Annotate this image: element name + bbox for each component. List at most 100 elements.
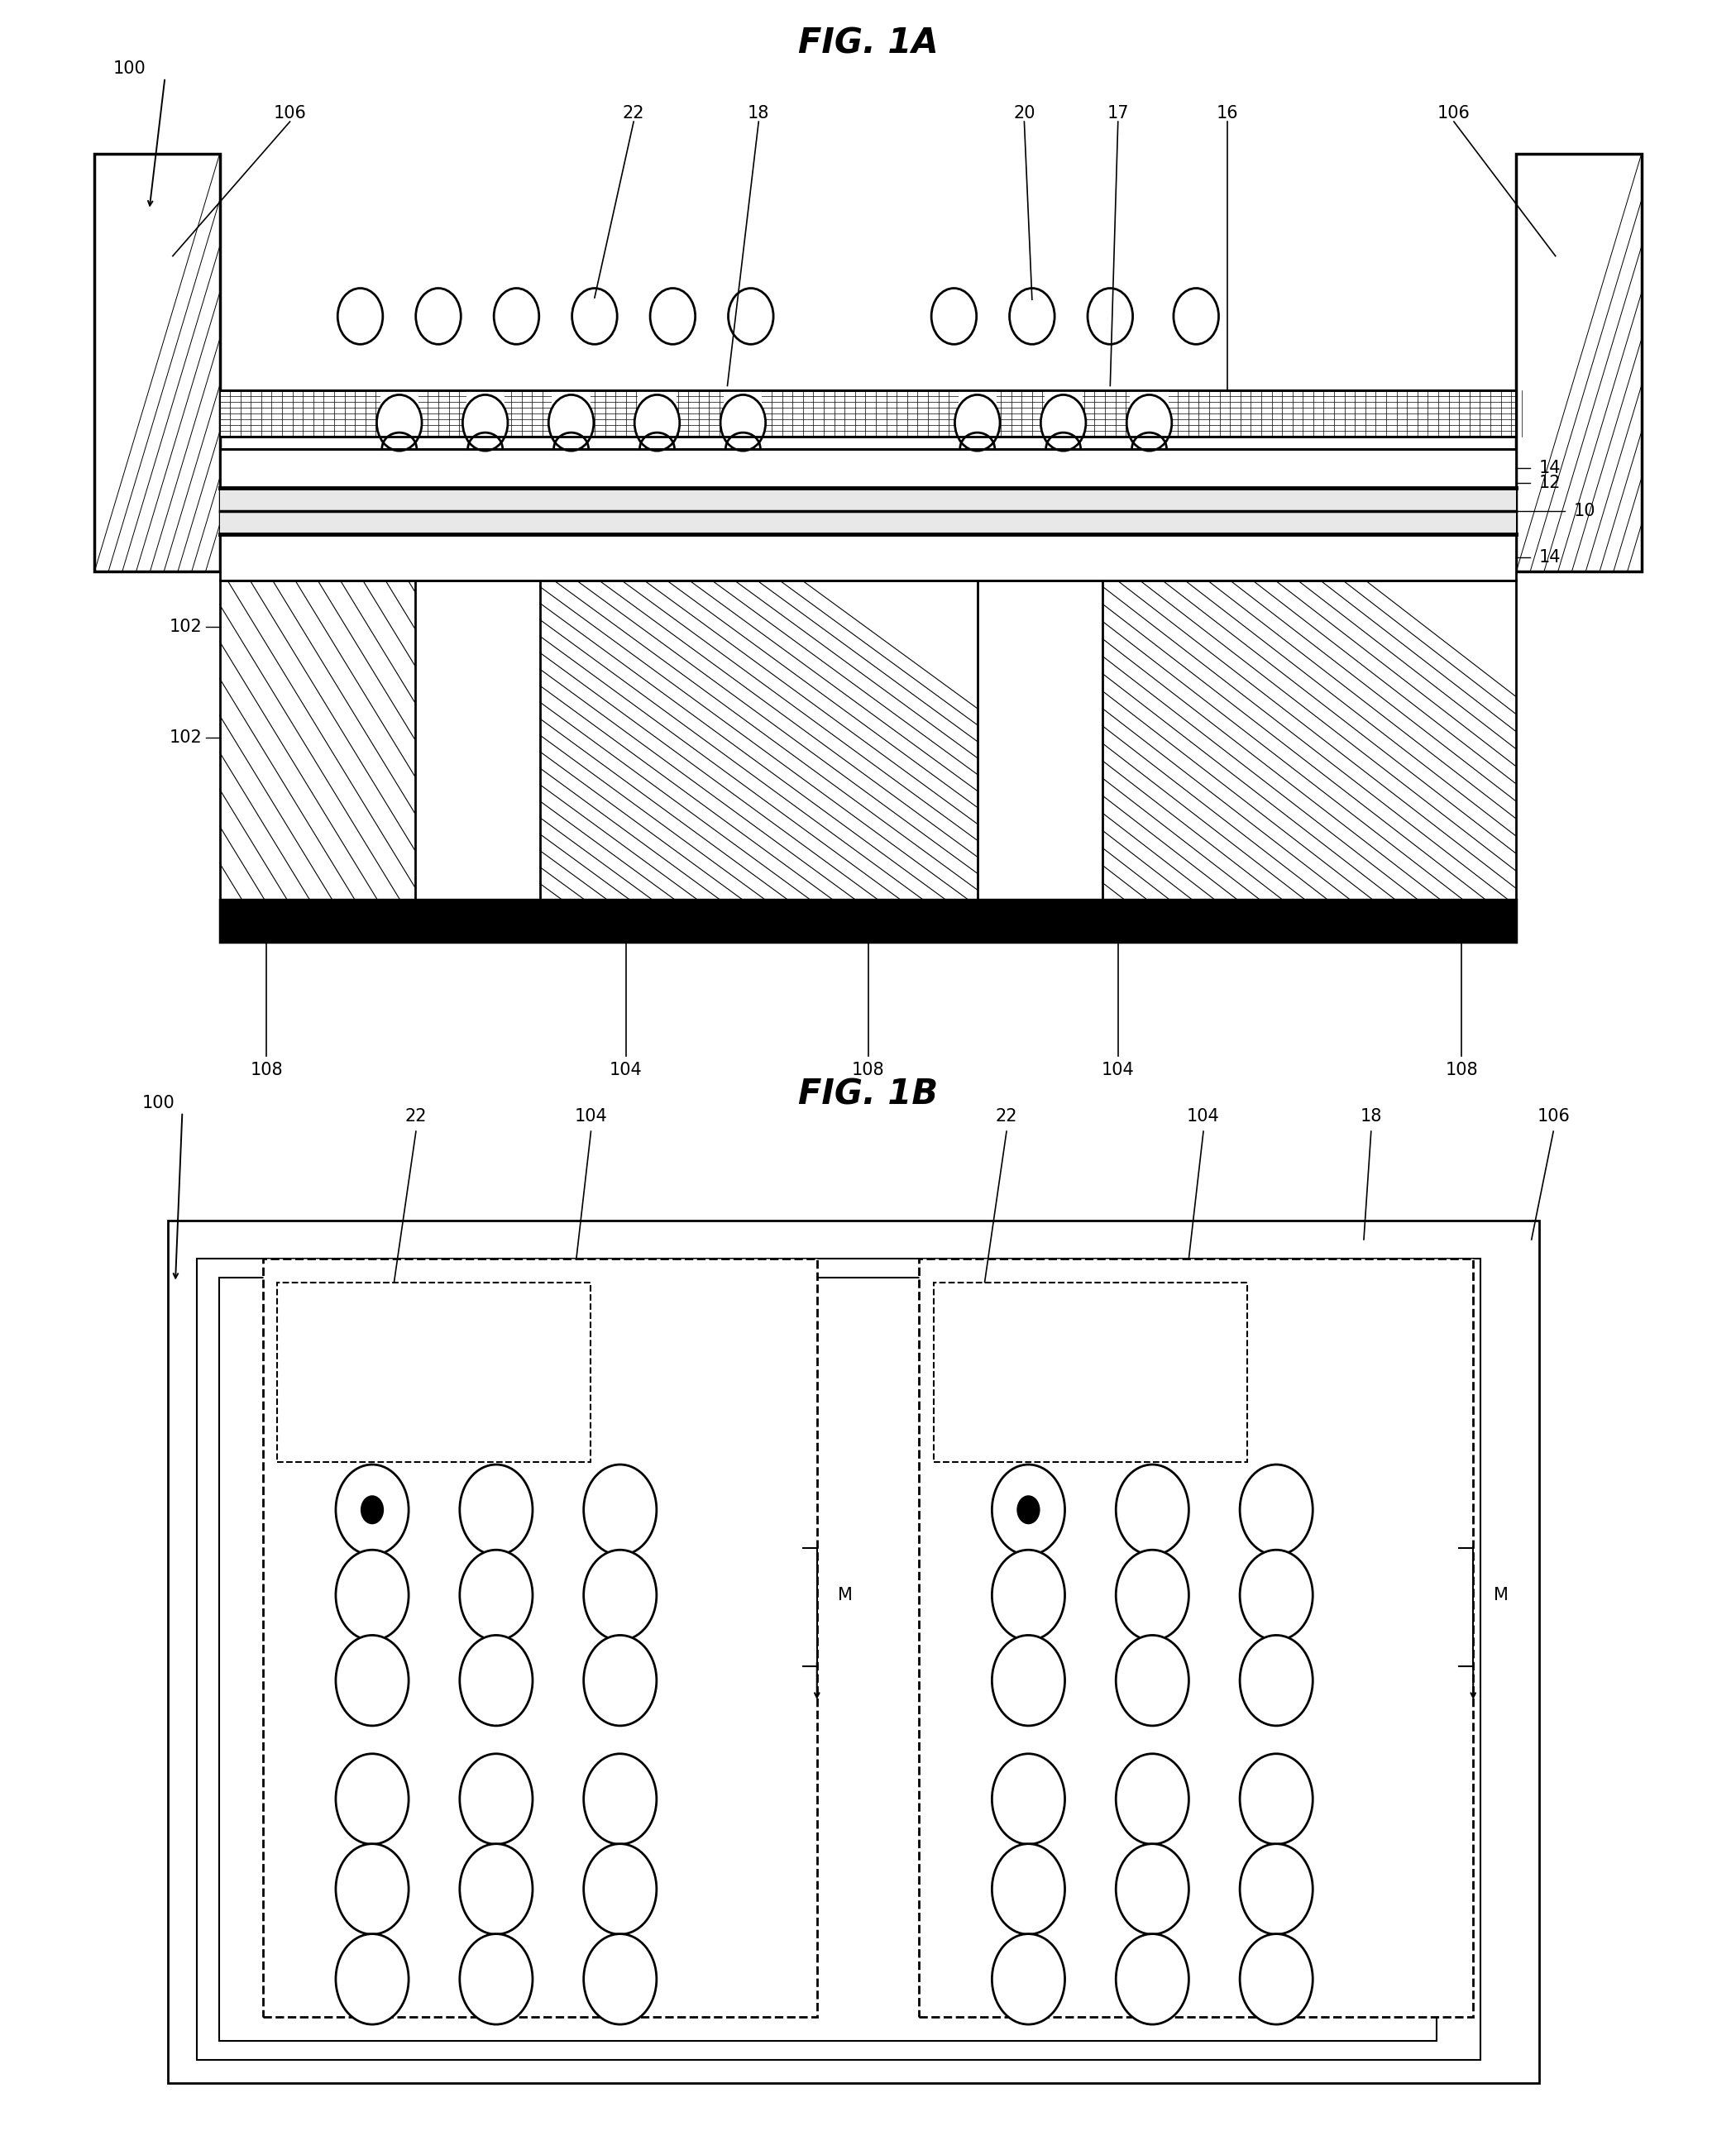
Bar xyxy=(95,155,219,571)
Circle shape xyxy=(729,289,774,345)
Bar xyxy=(1517,155,1642,571)
Circle shape xyxy=(1116,1754,1189,1845)
Circle shape xyxy=(991,1933,1064,2024)
Circle shape xyxy=(335,1636,408,1726)
Text: 12: 12 xyxy=(1540,474,1561,491)
Circle shape xyxy=(1017,1496,1040,1524)
Text: 18: 18 xyxy=(1361,1108,1382,1125)
Text: 104: 104 xyxy=(1187,1108,1220,1125)
Bar xyxy=(168,1220,1538,2084)
Text: 106: 106 xyxy=(274,106,306,121)
Bar xyxy=(219,390,1517,437)
Circle shape xyxy=(462,394,509,450)
Circle shape xyxy=(460,1933,533,2024)
Circle shape xyxy=(460,1754,533,1845)
Text: 100: 100 xyxy=(142,1095,175,1112)
Circle shape xyxy=(649,289,694,345)
Circle shape xyxy=(335,1933,408,2024)
Circle shape xyxy=(955,394,1000,450)
Bar xyxy=(219,487,1517,534)
Circle shape xyxy=(1240,1933,1312,2024)
Bar xyxy=(262,1259,818,2017)
Circle shape xyxy=(417,289,462,345)
Bar xyxy=(219,534,1517,580)
Bar xyxy=(724,390,762,437)
Text: 104: 104 xyxy=(609,1062,642,1080)
Text: 106: 106 xyxy=(1437,106,1470,121)
Bar xyxy=(198,1259,1481,2060)
Bar xyxy=(219,580,415,901)
Circle shape xyxy=(720,394,766,450)
Circle shape xyxy=(583,1933,656,2024)
Circle shape xyxy=(571,289,618,345)
Circle shape xyxy=(335,1549,408,1640)
Text: FIG. 1B: FIG. 1B xyxy=(799,1078,937,1112)
Text: 104: 104 xyxy=(1102,1062,1134,1080)
Circle shape xyxy=(335,1845,408,1935)
Text: 108: 108 xyxy=(852,1062,884,1080)
Circle shape xyxy=(1116,1465,1189,1556)
Text: 104: 104 xyxy=(575,1108,608,1125)
Circle shape xyxy=(377,394,422,450)
Circle shape xyxy=(583,1636,656,1726)
Circle shape xyxy=(460,1845,533,1935)
Text: 100: 100 xyxy=(113,60,146,78)
Circle shape xyxy=(991,1465,1064,1556)
Text: 108: 108 xyxy=(250,1062,283,1080)
Circle shape xyxy=(1010,289,1055,345)
Circle shape xyxy=(549,394,594,450)
Text: 10: 10 xyxy=(1575,502,1595,519)
Bar xyxy=(958,390,996,437)
Circle shape xyxy=(1240,1754,1312,1845)
Bar xyxy=(219,901,1517,942)
Text: 108: 108 xyxy=(1446,1062,1477,1080)
Bar xyxy=(1130,390,1168,437)
Circle shape xyxy=(1040,394,1087,450)
Circle shape xyxy=(1240,1549,1312,1640)
Bar xyxy=(552,390,590,437)
Circle shape xyxy=(1116,1845,1189,1935)
Circle shape xyxy=(583,1549,656,1640)
Bar xyxy=(219,1278,1437,2041)
Bar xyxy=(637,390,675,437)
Circle shape xyxy=(1127,394,1172,450)
Text: 22: 22 xyxy=(623,106,644,121)
Bar xyxy=(380,390,418,437)
Text: 22: 22 xyxy=(404,1108,427,1125)
Circle shape xyxy=(361,1496,384,1524)
Bar xyxy=(278,1282,590,1463)
Text: M: M xyxy=(838,1586,852,1603)
Circle shape xyxy=(991,1845,1064,1935)
Text: 102: 102 xyxy=(170,731,201,746)
Bar xyxy=(918,1259,1474,2017)
Circle shape xyxy=(1174,289,1219,345)
Circle shape xyxy=(583,1845,656,1935)
Text: 14: 14 xyxy=(1540,459,1561,476)
Text: 102: 102 xyxy=(170,618,201,636)
Circle shape xyxy=(1087,289,1132,345)
Circle shape xyxy=(991,1636,1064,1726)
Circle shape xyxy=(460,1465,533,1556)
Circle shape xyxy=(932,289,977,345)
Bar xyxy=(465,390,503,437)
Circle shape xyxy=(337,289,382,345)
Circle shape xyxy=(634,394,681,450)
Text: M: M xyxy=(1495,1586,1509,1603)
Bar xyxy=(1045,390,1083,437)
Circle shape xyxy=(1240,1845,1312,1935)
Circle shape xyxy=(991,1549,1064,1640)
Text: 106: 106 xyxy=(1536,1108,1569,1125)
Bar xyxy=(1102,580,1517,901)
Bar xyxy=(934,1282,1246,1463)
Text: 14: 14 xyxy=(1540,550,1561,565)
Text: 16: 16 xyxy=(1217,106,1238,121)
Circle shape xyxy=(583,1754,656,1845)
Text: 22: 22 xyxy=(995,1108,1017,1125)
Text: 17: 17 xyxy=(1108,106,1128,121)
Circle shape xyxy=(335,1754,408,1845)
Circle shape xyxy=(1116,1549,1189,1640)
Circle shape xyxy=(335,1465,408,1556)
Text: FIG. 1A: FIG. 1A xyxy=(799,26,937,60)
Circle shape xyxy=(460,1549,533,1640)
Text: 18: 18 xyxy=(748,106,769,121)
